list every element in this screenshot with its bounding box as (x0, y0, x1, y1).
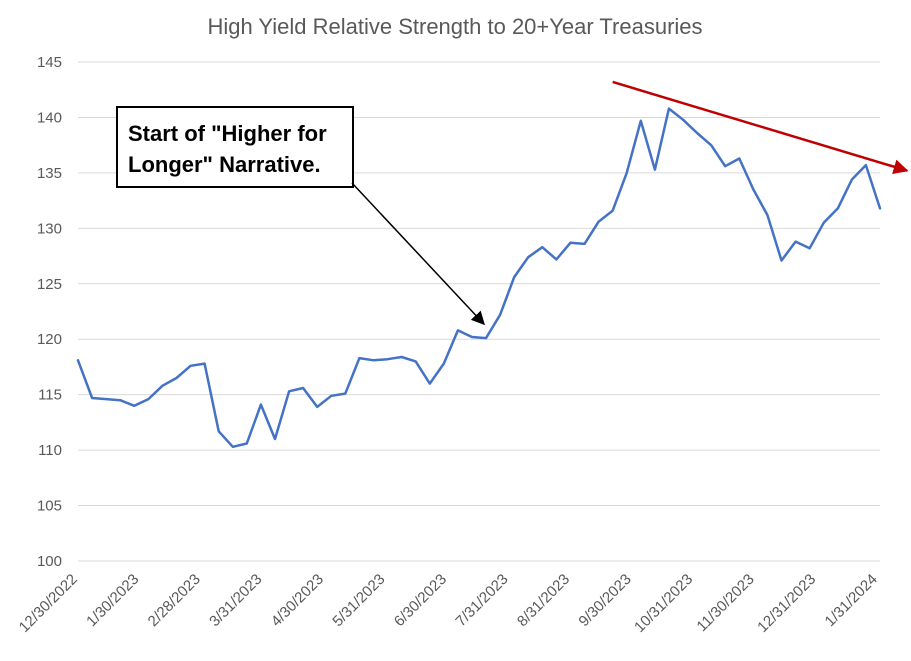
x-tick-label: 12/30/2022 (16, 571, 81, 636)
trend-layer (612, 80, 909, 174)
x-tick-label: 2/28/2023 (145, 571, 204, 630)
x-axis-tick-labels: 12/30/2022 1/30/2023 2/28/2023 3/31/2023 4/3… (16, 571, 881, 636)
x-tick-label: 1/31/2024 (822, 571, 881, 630)
trend-arrow-line (612, 80, 909, 174)
x-tick-label: 5/31/2023 (329, 571, 388, 630)
annotation-layer: Start of "Higher for Longer" Narrative. (116, 106, 485, 326)
x-tick-label: 8/31/2023 (514, 571, 573, 630)
callout-text-line: Start of "Higher for (128, 121, 327, 146)
x-tick-label: 3/31/2023 (206, 571, 265, 630)
x-tick-label: 12/31/2023 (754, 571, 819, 636)
x-tick-label: 4/30/2023 (268, 571, 327, 630)
callout-box (116, 106, 354, 188)
y-tick-label: 105 (37, 498, 62, 515)
x-tick-label: 6/30/2023 (391, 571, 450, 630)
y-tick-label: 140 (37, 109, 62, 126)
callout-arrow (351, 182, 485, 326)
y-axis-tick-labels: 100 105 110 115 120 125 130 135 140 145 (37, 54, 62, 570)
y-tick-label: 145 (37, 54, 62, 71)
x-tick-label: 1/30/2023 (83, 571, 142, 630)
y-tick-label: 100 (37, 553, 62, 570)
y-tick-label: 135 (37, 165, 62, 182)
y-tick-label: 120 (37, 331, 62, 348)
x-tick-label: 7/31/2023 (452, 571, 511, 630)
y-tick-label: 110 (38, 442, 62, 459)
callout-text-line: Longer" Narrative. (128, 152, 321, 177)
x-tick-label: 10/31/2023 (631, 571, 696, 636)
y-tick-label: 130 (37, 220, 62, 237)
x-tick-label: 9/30/2023 (575, 571, 634, 630)
series-line (76, 107, 882, 449)
x-tick-label: 11/30/2023 (693, 571, 757, 635)
series-layer (76, 107, 882, 449)
y-tick-label: 115 (38, 387, 62, 404)
chart-title: High Yield Relative Strength to 20+Year … (207, 14, 702, 39)
y-tick-label: 125 (37, 276, 62, 293)
